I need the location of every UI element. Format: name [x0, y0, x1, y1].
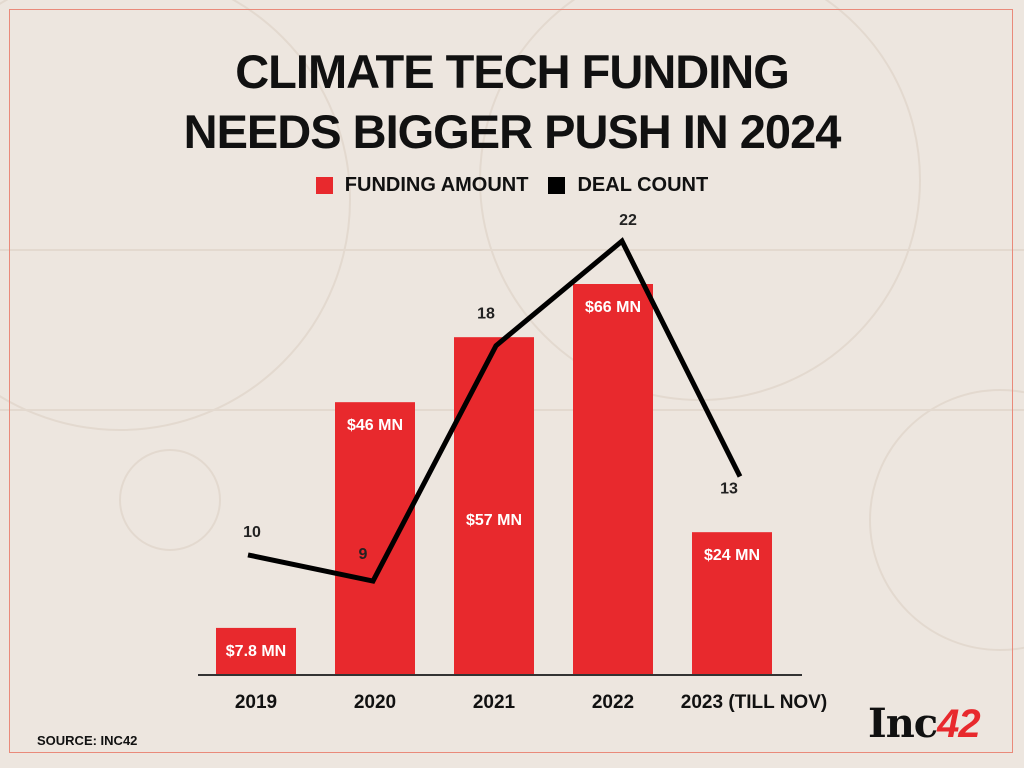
deal-count-label: 22 [619, 212, 637, 229]
source-note: SOURCE: INC42 [37, 733, 138, 748]
logo-accent: 42 [937, 702, 980, 746]
legend-label-deals: DEAL COUNT [577, 174, 709, 196]
deal-count-label: 18 [477, 306, 495, 323]
bar-2023 [692, 532, 772, 674]
chart-title-line-1: CLIMATE TECH FUNDING [235, 45, 790, 98]
frame-border [9, 9, 1013, 753]
bar-value-label: $66 MN [585, 299, 641, 316]
bar-value-label: $46 MN [347, 417, 403, 434]
x-tick-label: 2021 [473, 692, 516, 713]
chart-title-line-2: NEEDS BIGGER PUSH IN 2024 [183, 105, 842, 158]
bar-2021 [454, 337, 534, 674]
legend-swatch-funding [315, 177, 333, 194]
deal-count-label: 13 [720, 480, 738, 497]
bar-value-label: $24 MN [704, 547, 760, 564]
logo-text: Inc [868, 700, 938, 747]
bar-2019 [216, 627, 296, 674]
inc42-logo: Inc42 [868, 700, 981, 747]
x-tick-label: 2019 [235, 692, 277, 713]
x-tick-label: 2020 [354, 692, 396, 713]
bar-value-label: $57 MN [466, 512, 522, 529]
deal-count-label: 10 [243, 524, 261, 541]
deal-count-line [247, 237, 743, 584]
legend: FUNDING AMOUNT DEAL COUNT [0, 174, 1024, 197]
bar-2022 [573, 284, 653, 674]
legend-label-funding: FUNDING AMOUNT [344, 174, 529, 196]
legend-swatch-deals [548, 177, 566, 194]
x-tick-label: 2022 [592, 692, 634, 713]
x-tick-label: 2023 (TILL NOV) [681, 692, 827, 713]
deal-count-label: 9 [359, 546, 368, 563]
bar-2020 [335, 402, 415, 674]
bar-value-label: $7.8 MN [226, 643, 286, 660]
